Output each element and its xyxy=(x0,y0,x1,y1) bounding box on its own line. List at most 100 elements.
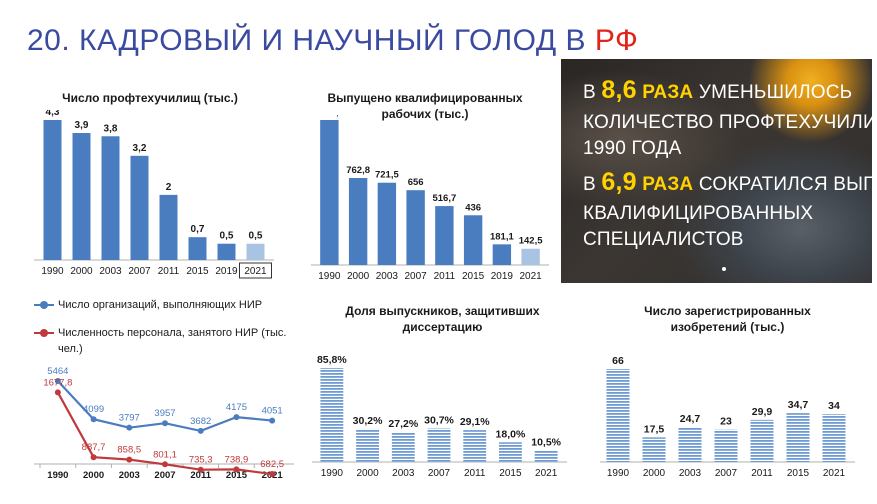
tick-label-2015: 2015 xyxy=(186,266,209,277)
inventions-chart-title-line1: Число зарегистрированных xyxy=(644,304,811,318)
legend-personnel-label-2: чел.) xyxy=(58,343,83,355)
value-label-2011: 29,1% xyxy=(460,416,490,428)
value-label-personnel-2021: 682,5 xyxy=(260,459,284,470)
page-title: 20. КАДРОВЫЙ И НАУЧНЫЙ ГОЛОД В РФ xyxy=(27,24,638,58)
bar-2007 xyxy=(714,429,738,462)
tick-label-2007: 2007 xyxy=(128,266,151,277)
point-organizations-2011 xyxy=(197,427,204,434)
value-label-2003: 721,5 xyxy=(375,170,399,181)
bar-1990 xyxy=(43,120,62,260)
point-personnel-2000 xyxy=(90,454,97,461)
bar-2003 xyxy=(391,432,415,462)
value-label-2003: 27,2% xyxy=(388,418,418,430)
value-label-organizations-2007: 3957 xyxy=(154,408,175,419)
tick-label-2021: 2021 xyxy=(535,468,558,479)
tick-label-2011: 2011 xyxy=(464,468,486,479)
graduates-chart: 1271,5 1990 762,8 2000 721,5 2003 656 2007 516,7… xyxy=(311,115,549,282)
research-legend-personnel: Численность персонала, занятого НИР (тыс… xyxy=(34,326,286,341)
tick-label-2021: 2021 xyxy=(823,468,846,479)
value-label-1990: 85,8% xyxy=(317,354,347,366)
tick-label-2000: 2000 xyxy=(643,468,666,479)
value-label-2000: 17,5 xyxy=(644,423,665,435)
value-label-1990: 4,3 xyxy=(46,110,60,118)
value-label-2011: 516,7 xyxy=(432,193,456,204)
value-label-2011: 2 xyxy=(166,182,172,193)
worker-photo-panel: В 8,6 РАЗА УМЕНЬШИЛОСЬ КОЛИЧЕСТВО ПРОФТЕ… xyxy=(561,59,872,283)
tick-label-2003: 2003 xyxy=(99,266,122,277)
value-label-2000: 3,9 xyxy=(75,120,89,131)
dissertations-chart: 85,8% 1990 30,2% 2000 27,2% 2003 30,7% 2007 29,1… xyxy=(312,354,567,479)
photo-line-6: СПЕЦИАЛИСТОВ xyxy=(583,229,744,250)
point-personnel-2015 xyxy=(233,466,240,473)
value-label-2007: 30,7% xyxy=(424,414,454,426)
schools-chart-title: Число профтехучилищ (тыс.) xyxy=(62,91,238,105)
schools-chart: 4,3 1990 3,9 2000 3,8 2003 3,2 2007 2 2011 0,7 2015… xyxy=(34,110,274,279)
value-label-organizations-2000: 4099 xyxy=(83,404,104,415)
legend-organizations-label: Число организаций, выполняющих НИР xyxy=(58,299,263,311)
value-label-personnel-2000: 887,7 xyxy=(82,442,106,453)
value-label-2015: 436 xyxy=(465,202,481,213)
point-organizations-2007 xyxy=(162,420,168,427)
legend-blue-marker xyxy=(34,301,54,310)
value-label-2019: 0,5 xyxy=(220,231,234,242)
tick-label-1990: 1990 xyxy=(321,468,344,479)
value-label-personnel-2011: 735,3 xyxy=(189,455,213,466)
tick-label-2003: 2003 xyxy=(376,271,399,282)
tick-label-2007: 2007 xyxy=(715,468,738,479)
bar-1990 xyxy=(320,120,339,265)
tick-label-2007: 2007 xyxy=(154,470,175,481)
point-organizations-2000 xyxy=(90,416,97,423)
tick-label-2011: 2011 xyxy=(190,470,211,481)
legend-personnel-label-1: Численность персонала, занятого НИР (тыс… xyxy=(58,327,287,339)
value-label-organizations-2021: 4051 xyxy=(262,406,283,417)
tick-label-2011: 2011 xyxy=(158,266,180,277)
tick-label-2011: 2011 xyxy=(751,468,773,479)
bar-2003 xyxy=(377,182,397,265)
bar-2015 xyxy=(188,237,207,260)
value-label-2007: 3,2 xyxy=(133,143,147,154)
tick-label-2007: 2007 xyxy=(405,271,428,282)
tick-label-2000: 2000 xyxy=(347,271,370,282)
dissertations-chart-title-line2: диссертацию xyxy=(402,320,483,334)
tick-label-1990: 1990 xyxy=(318,271,341,282)
tick-label-2015: 2015 xyxy=(226,470,248,481)
bar-2007 xyxy=(130,155,149,260)
highlight-box-2021 xyxy=(239,262,272,279)
bar-1990 xyxy=(320,368,344,462)
value-label-2015: 34,7 xyxy=(788,399,809,411)
tick-label-2007: 2007 xyxy=(428,468,451,479)
value-label-2019: 181,1 xyxy=(490,231,514,242)
inventions-chart-title: Число зарегистрированных изобретений (ты… xyxy=(600,303,855,335)
bar-2003 xyxy=(678,427,702,462)
value-label-personnel-2003: 858,5 xyxy=(117,445,141,456)
bar-2007 xyxy=(427,428,451,462)
tick-label-2021: 2021 xyxy=(520,271,543,282)
point-organizations-2003 xyxy=(126,424,133,431)
tick-label-2019: 2019 xyxy=(491,271,514,282)
bar-2019 xyxy=(217,243,236,260)
bar-2021 xyxy=(822,414,846,462)
bar-2000 xyxy=(356,428,379,462)
bar-2015 xyxy=(463,215,483,265)
value-label-2021: 10,5% xyxy=(531,436,561,448)
bar-2021 xyxy=(246,243,265,260)
value-label-organizations-2015: 4175 xyxy=(226,402,247,413)
bar-2011 xyxy=(159,194,178,260)
value-label-2021: 0,5 xyxy=(249,231,263,242)
graduates-chart-title: Выпущено квалифицированных рабочих (тыс.… xyxy=(300,90,550,122)
bar-2015 xyxy=(499,442,522,462)
dissertations-chart-title: Доля выпускников, защитивших диссертацию xyxy=(315,303,570,335)
tick-label-2015: 2015 xyxy=(499,468,522,479)
inventions-chart: 66 1990 17,5 2000 24,7 2003 23 2007 29,9 2011 34,7… xyxy=(600,355,855,479)
research-legend-organizations: Число организаций, выполняющих НИР xyxy=(34,298,262,313)
tick-label-2003: 2003 xyxy=(679,468,702,479)
point-personnel-2003 xyxy=(126,456,133,463)
bar-2021 xyxy=(521,248,540,265)
value-label-2003: 3,8 xyxy=(104,123,118,134)
tick-label-2000: 2000 xyxy=(70,266,93,277)
photo-dot xyxy=(722,267,726,271)
point-organizations-2015 xyxy=(233,414,240,421)
tick-label-2019: 2019 xyxy=(215,266,238,277)
point-organizations-2021 xyxy=(269,417,276,424)
bar-2021 xyxy=(534,450,558,462)
